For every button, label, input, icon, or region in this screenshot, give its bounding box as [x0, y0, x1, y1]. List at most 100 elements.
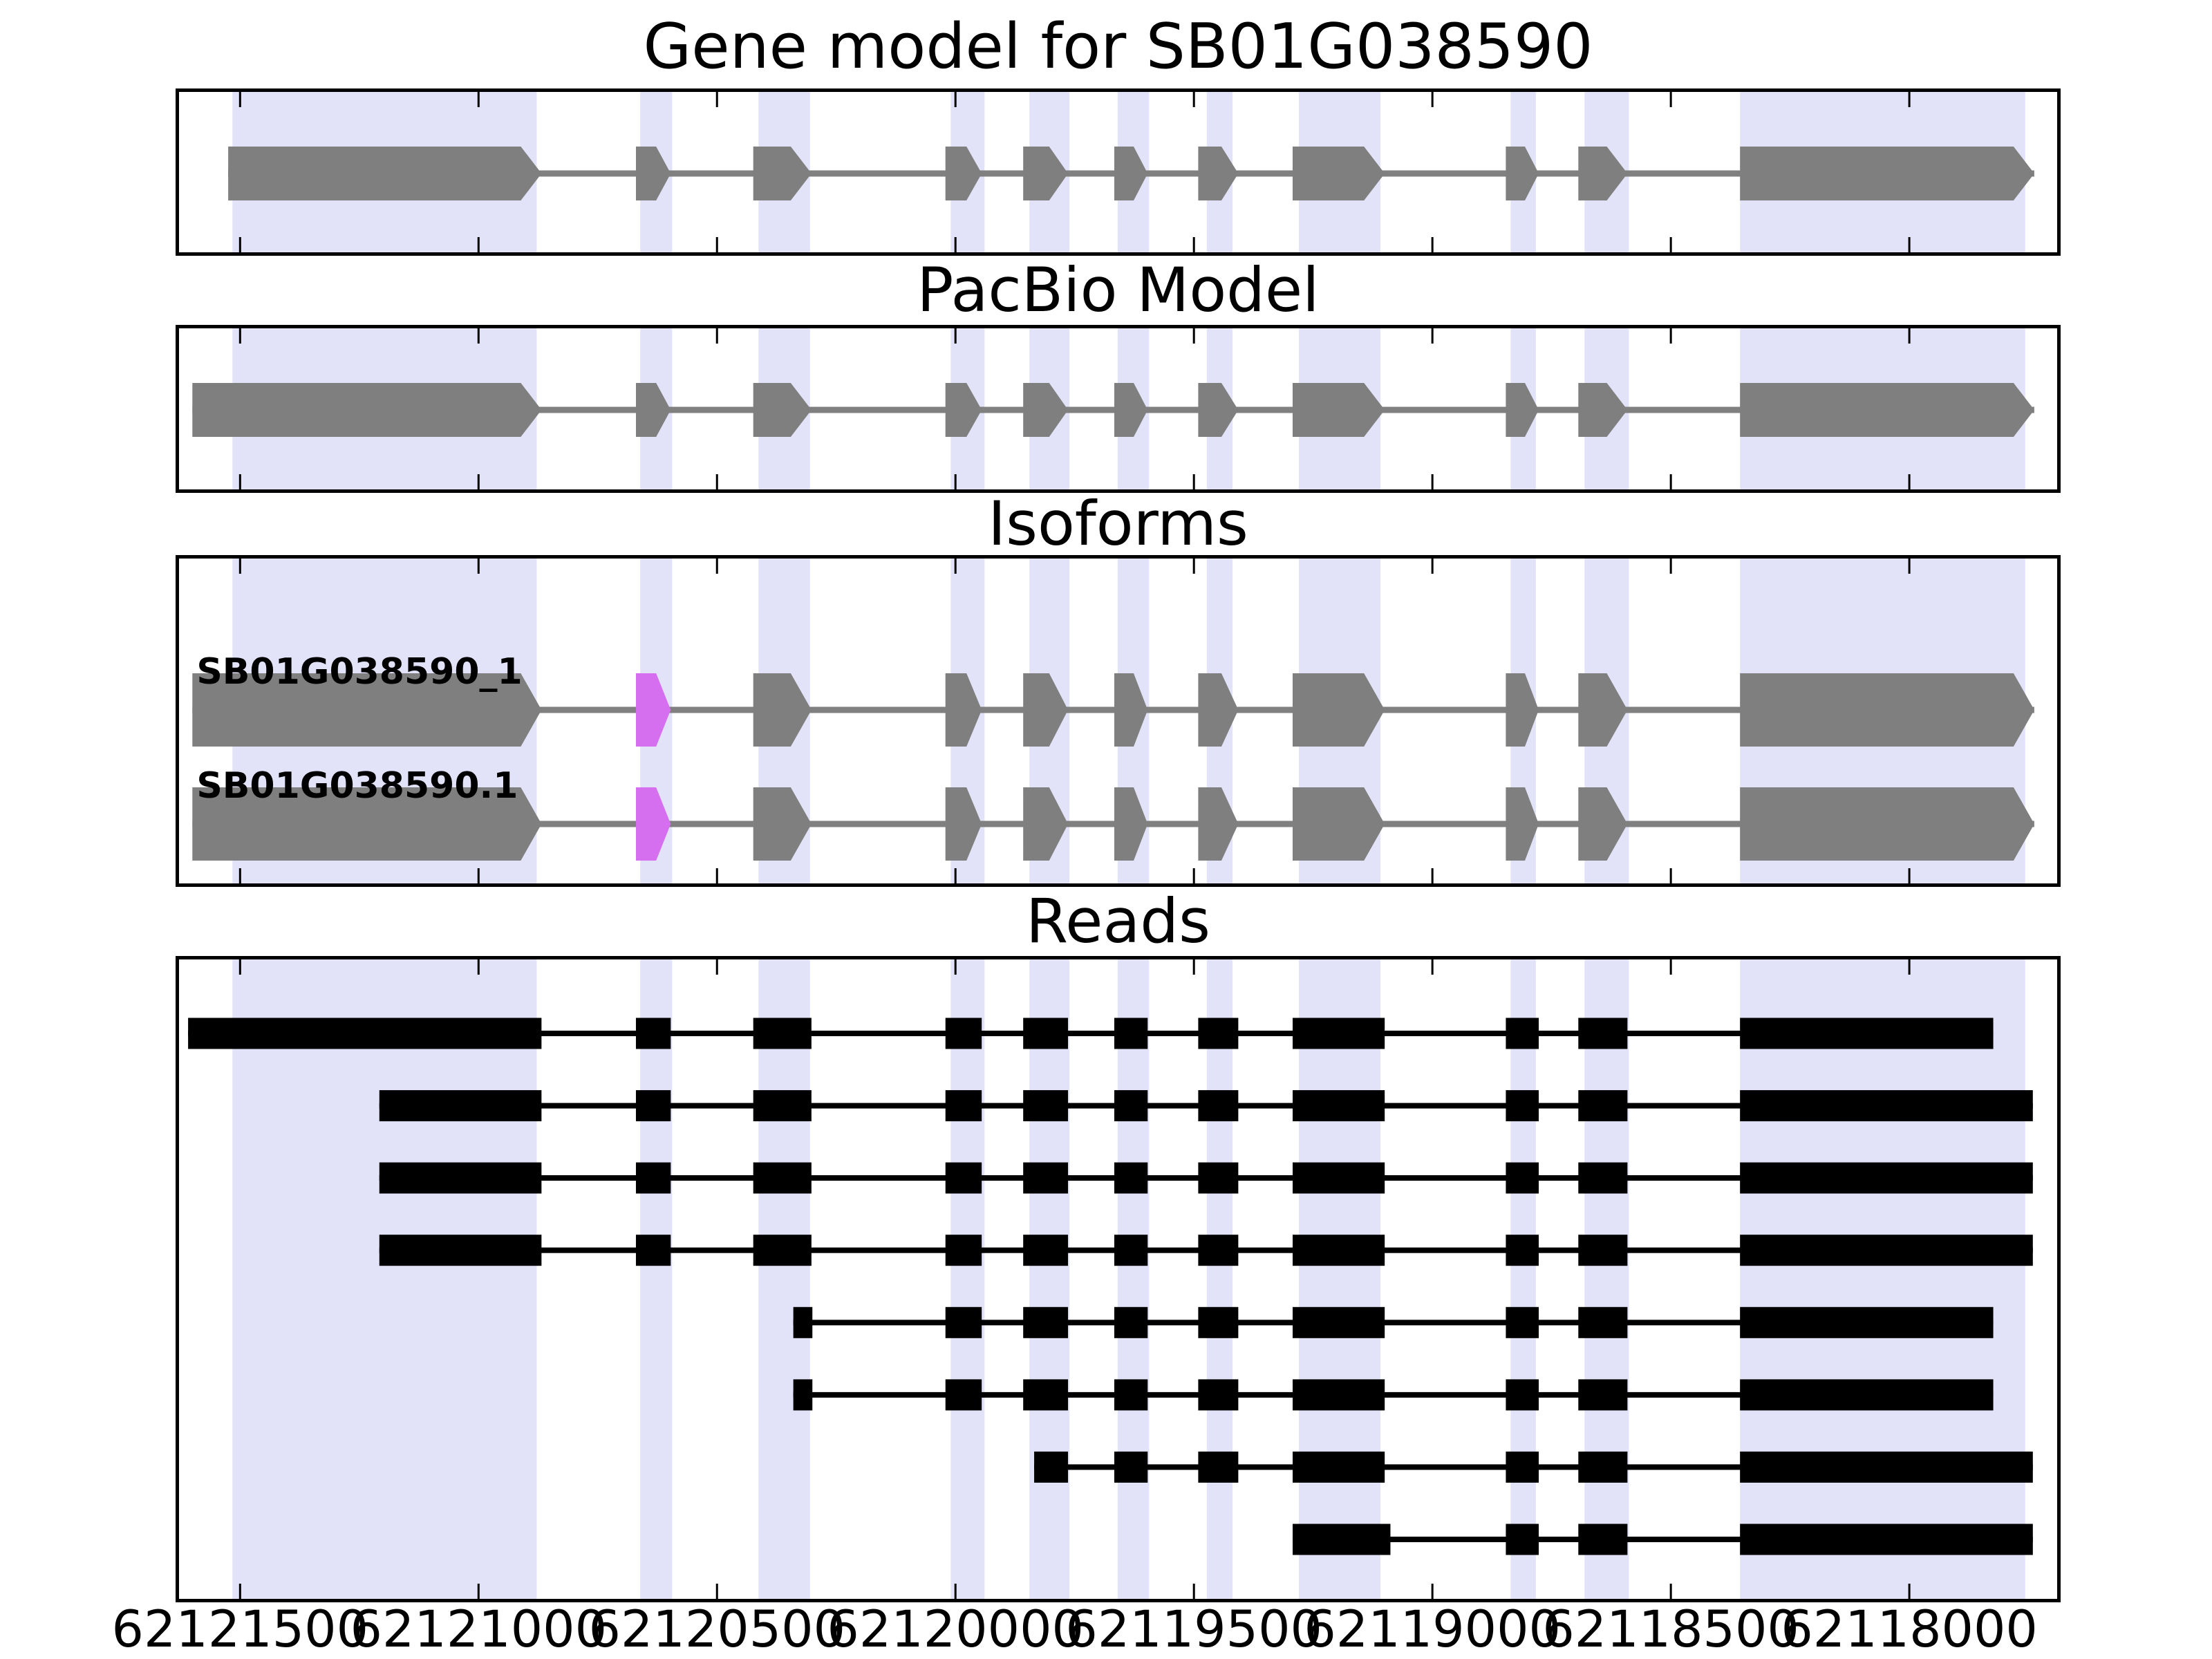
read-block — [1740, 1235, 2033, 1266]
axis-tick — [477, 474, 480, 489]
exon-block — [945, 673, 982, 747]
read-block — [1506, 1162, 1539, 1194]
exon-block — [1740, 383, 2034, 437]
exon-block — [1293, 673, 1385, 747]
axis-tick — [1431, 959, 1434, 975]
axis-tick — [1669, 868, 1672, 883]
axis-tick — [715, 328, 718, 344]
read-block — [945, 1379, 982, 1411]
axis-tick — [477, 959, 480, 975]
read-block — [1114, 1090, 1148, 1122]
axis-tick — [1431, 474, 1434, 489]
highlight-band — [1740, 959, 2025, 1599]
highlight-band — [232, 959, 537, 1599]
exon-block — [1506, 147, 1539, 200]
read-block — [1198, 1451, 1239, 1483]
highlight-band — [640, 959, 673, 1599]
exon-block — [1506, 673, 1539, 747]
read-block — [1506, 1018, 1539, 1049]
exon-block — [636, 147, 671, 200]
axis-tick — [1669, 959, 1672, 975]
axis-tick — [1908, 1584, 1911, 1599]
read-block — [379, 1235, 542, 1266]
highlight-band — [758, 959, 810, 1599]
read-block — [945, 1306, 982, 1338]
intron-line — [192, 821, 2034, 827]
highlight-band — [1029, 959, 1070, 1599]
read-block — [1023, 1379, 1069, 1411]
axis-tick — [1669, 92, 1672, 107]
axis-tick — [715, 959, 718, 975]
exon-block — [636, 673, 671, 747]
exon-block — [1578, 787, 1628, 861]
read-block — [635, 1018, 671, 1049]
read-block — [1578, 1162, 1628, 1194]
read-block — [1578, 1306, 1628, 1338]
exon-block — [1198, 787, 1239, 861]
read-block — [1506, 1235, 1539, 1266]
x-tick-label: 62121000 — [350, 1600, 608, 1659]
read-block — [753, 1162, 812, 1194]
axis-tick — [1908, 559, 1911, 574]
read-block — [1198, 1018, 1239, 1049]
exon-block — [945, 147, 982, 200]
axis-tick — [1431, 868, 1434, 883]
read-block — [1293, 1451, 1385, 1483]
read-block — [1506, 1379, 1539, 1411]
axis-tick — [954, 1584, 957, 1599]
pacbio-model-panel — [176, 325, 2061, 493]
axis-tick — [1908, 474, 1911, 489]
axis-tick — [477, 237, 480, 252]
x-tick-label: 62120500 — [588, 1600, 846, 1659]
read-block — [1578, 1524, 1628, 1555]
exon-block — [753, 147, 812, 200]
exon-block — [753, 787, 812, 861]
axis-tick — [1431, 1584, 1434, 1599]
read-block — [1506, 1090, 1539, 1122]
axis-tick — [1669, 474, 1672, 489]
exon-block — [1023, 673, 1069, 747]
read-block — [945, 1090, 982, 1122]
pacbio-model-title: PacBio Model — [917, 254, 1320, 326]
highlight-band — [1298, 959, 1380, 1599]
axis-tick — [1669, 559, 1672, 574]
exon-block — [192, 787, 542, 861]
axis-tick — [1669, 1584, 1672, 1599]
axis-tick — [1431, 328, 1434, 344]
exon-block — [1114, 673, 1148, 747]
axis-tick — [1192, 474, 1195, 489]
read-block — [1114, 1235, 1148, 1266]
axis-tick — [954, 474, 957, 489]
read-block — [1740, 1018, 1994, 1049]
read-block — [753, 1235, 812, 1266]
read-block — [945, 1018, 982, 1049]
read-block — [1198, 1379, 1239, 1411]
isoforms-plot: SB01G038590_1 SB01G038590.1 — [192, 559, 2034, 883]
axis-tick — [715, 559, 718, 574]
read-block — [1293, 1524, 1391, 1555]
read-block — [1506, 1451, 1539, 1483]
read-block — [1293, 1306, 1385, 1338]
read-block — [1740, 1524, 2033, 1555]
read-block — [1740, 1379, 1994, 1411]
axis-tick — [1192, 868, 1195, 883]
gene-model-plot — [228, 92, 2034, 252]
read-block — [188, 1018, 542, 1049]
axis-tick — [1431, 237, 1434, 252]
axis-tick — [238, 1584, 241, 1599]
exon-block — [1740, 787, 2034, 861]
intron-line — [793, 1320, 1994, 1326]
read-block — [1114, 1451, 1148, 1483]
read-block — [945, 1235, 982, 1266]
axis-tick — [1192, 1584, 1195, 1599]
isoforms-title: Isoforms — [988, 488, 1248, 559]
axis-tick — [238, 559, 241, 574]
axis-tick — [1192, 237, 1195, 252]
axis-tick — [477, 868, 480, 883]
read-block — [793, 1306, 813, 1338]
exon-block — [1198, 673, 1239, 747]
intron-line — [192, 406, 2034, 413]
axis-tick — [1192, 92, 1195, 107]
read-block — [1740, 1306, 1994, 1338]
